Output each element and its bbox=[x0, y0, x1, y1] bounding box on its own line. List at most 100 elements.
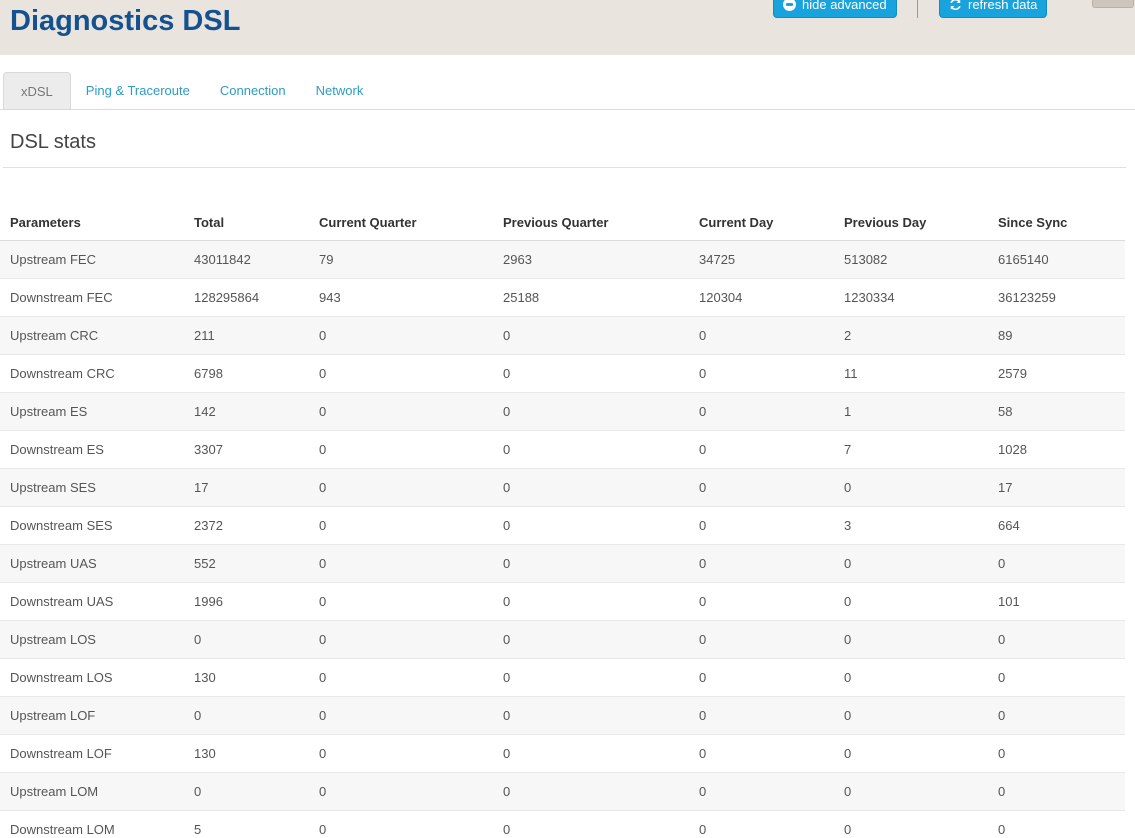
table-cell: 0 bbox=[309, 506, 493, 545]
table-cell: 0 bbox=[309, 354, 493, 393]
table-cell: 120304 bbox=[689, 278, 834, 317]
column-header-parameters: Parameters bbox=[0, 206, 184, 241]
table-cell: 6165140 bbox=[988, 240, 1125, 279]
table-cell: 0 bbox=[309, 582, 493, 621]
hide-advanced-button[interactable]: hide advanced bbox=[773, 0, 897, 18]
table-cell: 513082 bbox=[834, 240, 988, 279]
table-cell: 0 bbox=[834, 658, 988, 697]
table-cell: 0 bbox=[493, 392, 689, 431]
table-cell: 0 bbox=[988, 544, 1125, 583]
table-cell: 1996 bbox=[184, 582, 309, 621]
table-row-upstream-lom: Upstream LOM 0 0 0 0 0 0 bbox=[0, 772, 1125, 811]
table-cell: 0 bbox=[834, 696, 988, 735]
table-cell: 0 bbox=[988, 696, 1125, 735]
column-header-total: Total bbox=[184, 206, 309, 241]
table-cell: 0 bbox=[493, 810, 689, 838]
table-cell: 0 bbox=[689, 354, 834, 393]
table-cell: 0 bbox=[309, 810, 493, 838]
table-cell: 128295864 bbox=[184, 278, 309, 317]
tab-network[interactable]: Network bbox=[315, 83, 364, 98]
table-row-upstream-fec: Upstream FEC 43011842 79 2963 34725 513082 616… bbox=[0, 240, 1125, 279]
refresh-data-button[interactable]: refresh data bbox=[939, 0, 1048, 18]
table-cell: 0 bbox=[834, 772, 988, 811]
table-cell: 0 bbox=[689, 620, 834, 659]
table-cell: 0 bbox=[493, 316, 689, 355]
table-row-downstream-crc: Downstream CRC 6798 0 0 0 11 2579 bbox=[0, 354, 1125, 393]
parameter-name: Upstream UAS bbox=[0, 544, 184, 583]
table-cell: 130 bbox=[184, 658, 309, 697]
table-cell: 2 bbox=[834, 316, 988, 355]
parameter-name: Downstream SES bbox=[0, 506, 184, 545]
table-cell: 0 bbox=[988, 658, 1125, 697]
parameter-name: Downstream FEC bbox=[0, 278, 184, 317]
tab-connection[interactable]: Connection bbox=[219, 83, 286, 98]
parameter-name: Upstream LOM bbox=[0, 772, 184, 811]
table-cell: 0 bbox=[309, 316, 493, 355]
table-cell: 3 bbox=[834, 506, 988, 545]
table-cell: 0 bbox=[309, 468, 493, 507]
parameter-name: Downstream LOM bbox=[0, 810, 184, 838]
tab-ping-traceroute[interactable]: Ping & Traceroute bbox=[85, 83, 190, 98]
table-cell: 0 bbox=[988, 810, 1125, 838]
table-cell: 0 bbox=[834, 468, 988, 507]
table-cell: 0 bbox=[493, 734, 689, 773]
parameter-name: Downstream CRC bbox=[0, 354, 184, 393]
table-cell: 3307 bbox=[184, 430, 309, 469]
parameter-name: Upstream FEC bbox=[0, 240, 184, 279]
table-cell: 58 bbox=[988, 392, 1125, 431]
table-cell: 0 bbox=[309, 544, 493, 583]
table-cell: 1028 bbox=[988, 430, 1125, 469]
table-cell: 6798 bbox=[184, 354, 309, 393]
table-cell: 0 bbox=[184, 620, 309, 659]
table-cell: 0 bbox=[309, 772, 493, 811]
table-cell: 89 bbox=[988, 316, 1125, 355]
dsl-stats-table: Parameters Total Current Quarter Previous Q… bbox=[0, 206, 1125, 838]
table-row-downstream-los: Downstream LOS 130 0 0 0 0 0 bbox=[0, 658, 1125, 697]
corner-button-partial[interactable] bbox=[1092, 0, 1134, 8]
table-cell: 0 bbox=[309, 620, 493, 659]
parameter-name: Upstream LOF bbox=[0, 696, 184, 735]
table-cell: 0 bbox=[834, 810, 988, 838]
table-cell: 2579 bbox=[988, 354, 1125, 393]
table-cell: 1 bbox=[834, 392, 988, 431]
table-cell: 0 bbox=[309, 696, 493, 735]
page-title: Diagnostics DSL bbox=[10, 5, 241, 37]
parameter-name: Upstream LOS bbox=[0, 620, 184, 659]
section-divider bbox=[3, 167, 1126, 168]
table-cell: 11 bbox=[834, 354, 988, 393]
table-cell: 0 bbox=[309, 734, 493, 773]
tab-bar: xDSL Ping & Traceroute Connection Network bbox=[0, 72, 1135, 110]
table-cell: 1230334 bbox=[834, 278, 988, 317]
table-cell: 25188 bbox=[493, 278, 689, 317]
table-cell: 943 bbox=[309, 278, 493, 317]
table-cell: 0 bbox=[689, 810, 834, 838]
tab-xdsl[interactable]: xDSL bbox=[3, 72, 71, 110]
table-cell: 0 bbox=[493, 430, 689, 469]
table-cell: 0 bbox=[689, 734, 834, 773]
parameter-name: Downstream LOS bbox=[0, 658, 184, 697]
table-cell: 0 bbox=[689, 582, 834, 621]
column-header-current-quarter: Current Quarter bbox=[309, 206, 493, 241]
column-header-current-day: Current Day bbox=[689, 206, 834, 241]
column-header-previous-quarter: Previous Quarter bbox=[493, 206, 689, 241]
refresh-data-label: refresh data bbox=[968, 0, 1038, 12]
table-cell: 0 bbox=[689, 772, 834, 811]
parameter-name: Downstream UAS bbox=[0, 582, 184, 621]
table-cell: 0 bbox=[309, 658, 493, 697]
table-row-upstream-uas: Upstream UAS 552 0 0 0 0 0 bbox=[0, 544, 1125, 583]
table-cell: 0 bbox=[689, 658, 834, 697]
table-cell: 0 bbox=[689, 430, 834, 469]
table-cell: 0 bbox=[834, 582, 988, 621]
table-cell: 0 bbox=[493, 696, 689, 735]
table-cell: 79 bbox=[309, 240, 493, 279]
table-cell: 0 bbox=[493, 544, 689, 583]
table-cell: 0 bbox=[689, 316, 834, 355]
table-cell: 0 bbox=[493, 620, 689, 659]
table-row-downstream-lom: Downstream LOM 5 0 0 0 0 0 bbox=[0, 810, 1125, 838]
table-cell: 36123259 bbox=[988, 278, 1125, 317]
table-cell: 552 bbox=[184, 544, 309, 583]
table-row-upstream-los: Upstream LOS 0 0 0 0 0 0 bbox=[0, 620, 1125, 659]
table-cell: 0 bbox=[493, 658, 689, 697]
page-header: Diagnostics DSL hide advanced refresh da… bbox=[0, 0, 1135, 55]
